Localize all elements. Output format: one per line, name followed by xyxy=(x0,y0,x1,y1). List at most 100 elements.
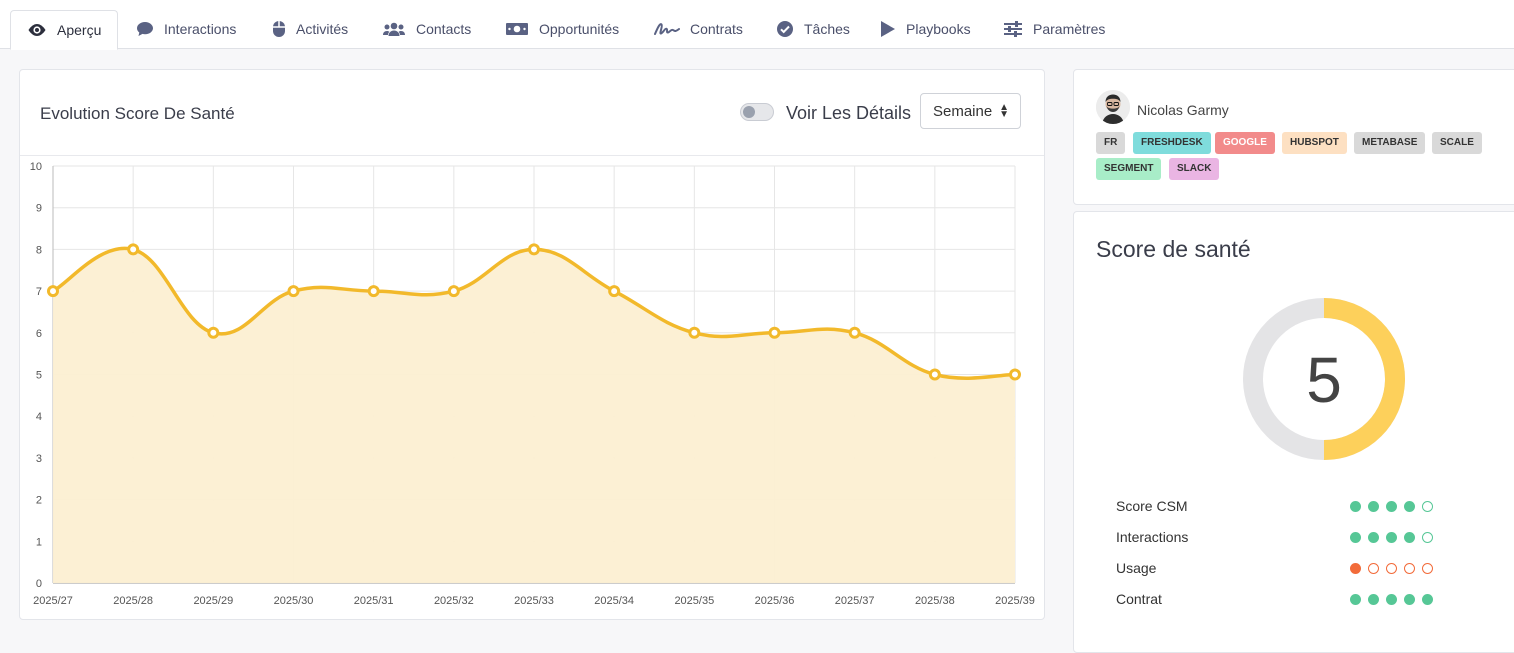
tab-label: Paramètres xyxy=(1033,21,1106,37)
chart-point[interactable] xyxy=(287,285,300,298)
gauge-arc xyxy=(1323,298,1405,460)
tab-label: Aperçu xyxy=(57,22,102,38)
sliders-icon xyxy=(1003,21,1023,37)
period-select[interactable]: Semaine ▲ ▼ xyxy=(920,93,1021,129)
tab-contacts[interactable]: Contacts xyxy=(382,10,471,48)
rating-dot-empty xyxy=(1422,563,1433,574)
rating-dot-filled xyxy=(1404,532,1415,543)
signature-icon xyxy=(654,21,680,37)
health-gauge: 5 xyxy=(1243,298,1405,460)
integration-tag[interactable]: SCALE xyxy=(1432,132,1482,154)
rating-dot-filled xyxy=(1368,532,1379,543)
tab-label: Contacts xyxy=(416,21,472,37)
rating-dot-empty xyxy=(1368,563,1379,574)
tab-label: Playbooks xyxy=(906,21,971,37)
rating-dot-filled xyxy=(1404,501,1415,512)
rating-dot-filled xyxy=(1350,563,1361,574)
tab-label: Interactions xyxy=(164,21,237,37)
tab-label: Activités xyxy=(296,21,349,37)
chart-title: Evolution Score De Santé xyxy=(40,104,235,123)
check-circle-icon xyxy=(776,20,794,38)
card-header: Evolution Score De Santé Voir Les Détail… xyxy=(20,70,1044,156)
metric-label: Interactions xyxy=(1116,529,1189,545)
rating-dot-filled xyxy=(1422,594,1433,605)
tab-label: Opportunités xyxy=(539,21,620,37)
details-toggle[interactable] xyxy=(740,103,774,121)
tab-bar: Aperçu Interactions Activités Contacts O… xyxy=(0,0,1514,50)
rating-dot-empty xyxy=(1386,563,1397,574)
tab-label: Contrats xyxy=(690,21,743,37)
integration-tag[interactable]: METABASE xyxy=(1354,132,1426,154)
health-score-value: 5 xyxy=(1306,344,1342,416)
score-title: Score de santé xyxy=(1096,236,1251,262)
integration-tag[interactable]: HUBSPOT xyxy=(1282,132,1347,154)
users-icon xyxy=(382,21,406,37)
tab-apercu[interactable]: Aperçu xyxy=(10,10,119,50)
tab-activites[interactable]: Activités xyxy=(272,10,348,48)
y-tick-label: 2 xyxy=(36,495,42,507)
x-tick-label: 2025/29 xyxy=(193,595,233,607)
x-tick-label: 2025/37 xyxy=(835,595,875,607)
tab-contrats[interactable]: Contrats xyxy=(654,10,743,48)
chart-point[interactable] xyxy=(768,326,781,339)
details-toggle-label: Voir Les Détails xyxy=(786,103,912,123)
tab-playbooks[interactable]: Playbooks xyxy=(880,10,971,48)
y-tick-label: 10 xyxy=(30,161,42,173)
y-tick-label: 7 xyxy=(36,286,42,298)
health-score-chart: 0 1 2 3 4 5 6 7 8 9 10 2025/27 2025/28 2025/29 2025/3… xyxy=(30,161,1035,607)
y-tick-label: 6 xyxy=(36,328,42,340)
chart-point[interactable] xyxy=(928,368,941,381)
metric-rating xyxy=(1350,594,1433,605)
chart-point[interactable] xyxy=(367,285,380,298)
chart-point[interactable] xyxy=(688,326,701,339)
metric-rating xyxy=(1350,563,1433,574)
rating-dot-filled xyxy=(1368,501,1379,512)
avatar[interactable] xyxy=(1096,90,1130,124)
tab-interactions[interactable]: Interactions xyxy=(136,10,236,48)
x-tick-label: 2025/36 xyxy=(755,595,795,607)
integration-tag[interactable]: FR xyxy=(1096,132,1126,154)
play-icon xyxy=(880,20,896,38)
toggle-knob xyxy=(743,106,755,118)
account-owner-card: Nicolas Garmy FR FRESHDESK GOOGLE HUBSPOT ME… xyxy=(1073,69,1514,205)
tab-taches[interactable]: Tâches xyxy=(776,10,850,48)
rating-dot-empty xyxy=(1422,532,1433,543)
integration-tag[interactable]: SEGMENT xyxy=(1096,158,1162,180)
x-tick-label: 2025/38 xyxy=(915,595,955,607)
x-tick-label: 2025/34 xyxy=(594,595,634,607)
y-tick-label: 4 xyxy=(36,411,42,423)
metric-label: Usage xyxy=(1116,560,1157,576)
metric-label: Score CSM xyxy=(1116,498,1188,514)
rating-dot-filled xyxy=(1386,532,1397,543)
chat-bubble-icon xyxy=(136,21,154,37)
rating-dot-filled xyxy=(1404,594,1415,605)
tab-opportunites[interactable]: Opportunités xyxy=(505,10,619,48)
integration-tag[interactable]: GOOGLE xyxy=(1215,132,1275,154)
mouse-icon xyxy=(272,20,286,38)
chart-point[interactable] xyxy=(848,326,861,339)
chart-point[interactable] xyxy=(47,285,59,298)
chart-point[interactable] xyxy=(207,326,220,339)
x-tick-label: 2025/31 xyxy=(354,595,394,607)
health-score-card: Score de santé 5 Score CSM Interactions Us… xyxy=(1073,211,1514,653)
chart-point[interactable] xyxy=(447,285,460,298)
integration-tag[interactable]: FRESHDESK xyxy=(1133,132,1211,154)
integration-tag[interactable]: SLACK xyxy=(1169,158,1220,180)
health-evolution-card: Evolution Score De Santé Voir Les Détail… xyxy=(19,69,1045,620)
metric-label: Contrat xyxy=(1116,591,1162,607)
tab-parametres[interactable]: Paramètres xyxy=(1003,10,1105,48)
x-tick-label: 2025/35 xyxy=(674,595,714,607)
chart-point[interactable] xyxy=(127,243,140,256)
chart-point[interactable] xyxy=(608,285,621,298)
chart-point[interactable] xyxy=(528,243,540,256)
eye-icon xyxy=(27,23,47,37)
y-tick-label: 9 xyxy=(36,203,42,215)
rating-dot-filled xyxy=(1350,501,1361,512)
rating-dot-empty xyxy=(1404,563,1415,574)
x-tick-label: 2025/32 xyxy=(434,595,474,607)
rating-dot-filled xyxy=(1386,501,1397,512)
rating-dot-filled xyxy=(1350,594,1361,605)
y-tick-label: 1 xyxy=(36,536,42,548)
chart-area-fill xyxy=(53,248,1015,583)
chart-point[interactable] xyxy=(1009,368,1021,381)
